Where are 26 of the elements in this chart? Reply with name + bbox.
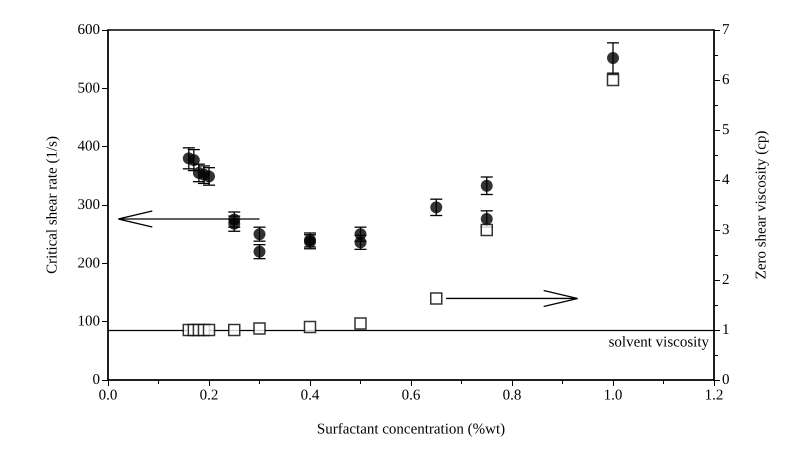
x-tick-label: 1.2 [704, 388, 724, 404]
y2-tick-label: 1 [722, 322, 730, 338]
y2-tick-label: 7 [722, 22, 730, 38]
x-tick-label: 0.0 [98, 388, 118, 404]
x-tick-label: 0.6 [402, 388, 421, 404]
y-axis-title: Critical shear rate (1/s) [44, 136, 60, 274]
y-tick-label: 100 [78, 314, 100, 330]
x-axis-title: Surfactant concentration (%wt) [316, 422, 506, 438]
x-tick-label: 0.4 [300, 388, 320, 404]
y2-tick-label: 5 [722, 122, 730, 138]
x-tick-label: 0.8 [502, 388, 522, 404]
y-tick-label: 0 [92, 372, 100, 388]
y2-tick-label: 4 [722, 172, 730, 188]
x-tick-label: 0.2 [200, 388, 218, 404]
y-tick-label: 500 [78, 80, 100, 96]
y-tick-label: 600 [78, 22, 100, 38]
y2-axis-title: Zero shear viscosity (cp) [754, 130, 770, 280]
y2-tick-label: 6 [722, 72, 730, 88]
x-tick-label: 1.0 [604, 388, 622, 404]
y2-tick-label: 0 [722, 372, 730, 388]
y-tick-label: 400 [78, 138, 100, 155]
y-tick-label: 200 [78, 255, 100, 272]
y2-tick-label: 3 [722, 222, 730, 238]
y-tick-label: 300 [78, 197, 100, 213]
y2-tick-label: 2 [722, 272, 730, 288]
ref-line-label: solvent viscosity [608, 334, 710, 350]
